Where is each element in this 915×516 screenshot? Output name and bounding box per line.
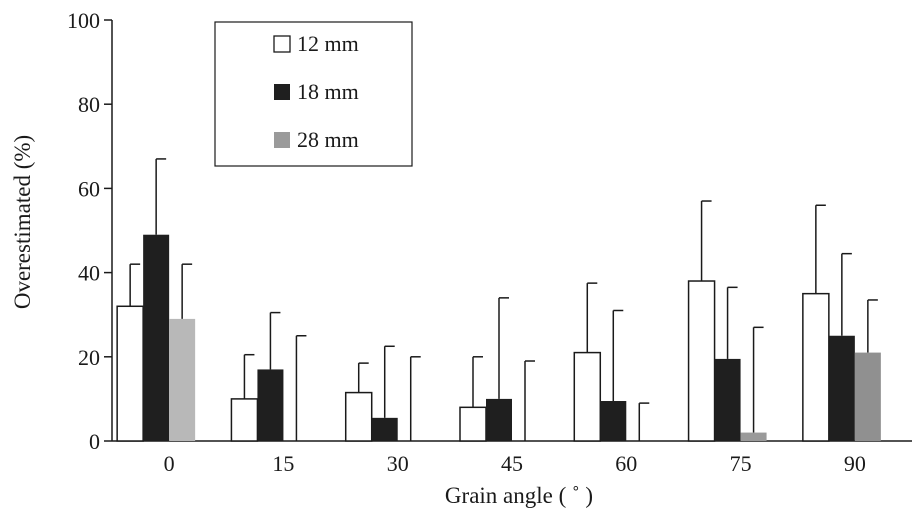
bar [802,292,830,442]
bar [828,335,855,441]
bar [344,391,373,442]
bar [854,352,881,441]
legend-box [214,21,413,167]
x-axis-title: Grain angle ( ˚ ) [445,483,593,508]
y-tick-label: 20 [78,345,100,370]
bar [371,417,398,441]
bar [573,351,602,442]
bars [116,234,881,442]
y-tick-label: 60 [78,176,100,201]
legend-label: 28 mm [297,127,359,152]
bar [143,234,170,441]
x-tick-label: 15 [272,451,294,476]
x-tick-label: 75 [730,451,752,476]
x-tick-label: 45 [501,451,523,476]
legend: 12 mm 18 mm 28 mm [214,21,413,167]
bar [687,280,716,442]
legend-swatch [274,132,290,148]
x-tick-label: 0 [164,451,175,476]
bar [169,318,196,441]
y-axis-title: Overestimated (%) [10,135,35,309]
bar [116,305,144,442]
x-ticks: 0 15 30 45 60 75 90 [164,451,866,476]
y-tick-label: 100 [67,8,100,33]
legend-swatch [274,84,290,100]
legend-label: 12 mm [297,31,359,56]
y-tick-label: 80 [78,92,100,117]
legend-swatch [273,35,291,53]
y-ticks: 0 20 40 60 80 100 [67,8,112,454]
bar [740,432,767,441]
bar [257,369,284,441]
bar [459,406,487,442]
y-tick-label: 0 [89,429,100,454]
bar [600,401,627,441]
x-tick-label: 30 [387,451,409,476]
bar [230,398,259,442]
bar [714,358,741,441]
x-tick-label: 60 [615,451,637,476]
x-tick-label: 90 [844,451,866,476]
bar [486,398,512,441]
y-tick-label: 40 [78,261,100,286]
error-bars [129,158,878,441]
legend-label: 18 mm [297,79,359,104]
